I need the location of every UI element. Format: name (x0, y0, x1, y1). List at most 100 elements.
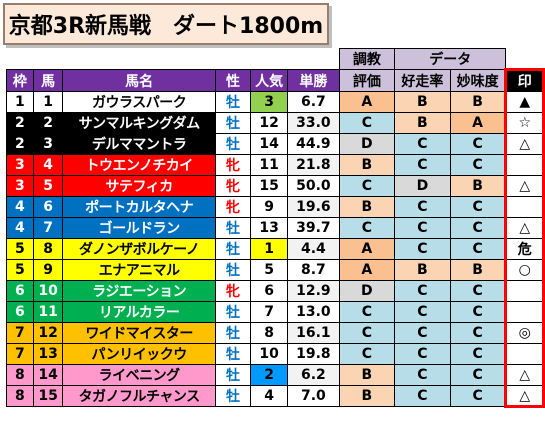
horse-name-cell: サンマルキングダム (62, 112, 216, 134)
odds-cell: 8.7 (287, 259, 340, 281)
odds-cell: 7.0 (287, 385, 340, 407)
waku-cell: 1 (6, 91, 34, 113)
page-title: 京都3R新馬戦 ダート1800m (3, 3, 329, 45)
training-grade-cell: B (338, 385, 396, 407)
horse-name-cell: リアルカラー (62, 301, 216, 323)
sex-cell: 牝 (214, 154, 252, 176)
table-row: 5 8 ダノンザボルケーノ牡 1 4.4 A C C 危 (6, 238, 545, 260)
training-grade-cell: D (338, 280, 396, 302)
sex-cell: 牝 (214, 175, 252, 197)
popularity-cell: 14 (250, 133, 289, 155)
horse-name-cell: エナアニマル (62, 259, 216, 281)
popularity-cell: 13 (250, 217, 289, 239)
win-rate-grade-cell: B (394, 112, 451, 134)
horse-name-cell: ポートカルタヘナ (62, 196, 216, 218)
header-ninki: 人気 (250, 69, 289, 92)
mark-cell: ▲ (504, 91, 545, 113)
odds-cell: 6.7 (287, 91, 340, 113)
training-grade-cell: C (338, 322, 396, 344)
value-grade-cell: C (449, 364, 507, 386)
value-grade-cell: C (449, 322, 507, 344)
training-grade-cell: C (338, 175, 396, 197)
header-mark: 印 (504, 68, 545, 92)
horse-number-cell: 7 (32, 217, 64, 239)
header-spacer-right (505, 48, 544, 70)
mark-cell (504, 343, 545, 365)
win-rate-grade-cell: C (394, 217, 451, 239)
horse-name-cell: ゴールドラン (62, 217, 216, 239)
odds-cell: 21.8 (287, 154, 340, 176)
value-grade-cell: C (449, 343, 507, 365)
horse-name-cell: パンリイックウ (62, 343, 216, 365)
odds-cell: 33.0 (287, 112, 340, 134)
value-grade-cell: B (449, 91, 507, 113)
horse-name-cell: ワイドマイスター (62, 322, 216, 344)
header-tansho: 単勝 (287, 69, 340, 92)
waku-cell: 8 (6, 385, 34, 407)
training-grade-cell: C (338, 301, 396, 323)
horse-name-cell: ガウラスパーク (62, 91, 216, 113)
mark-cell: △ (504, 175, 545, 197)
horse-number-cell: 6 (32, 196, 64, 218)
popularity-cell: 15 (250, 175, 289, 197)
odds-cell: 39.7 (287, 217, 340, 239)
win-rate-grade-cell: C (394, 364, 451, 386)
popularity-cell: 3 (250, 91, 289, 113)
sex-cell: 牡 (214, 238, 252, 260)
horse-name-cell: トウエンノチカイ (62, 154, 216, 176)
popularity-cell: 11 (250, 154, 289, 176)
training-grade-cell: C (338, 217, 396, 239)
sex-cell: 牡 (214, 259, 252, 281)
table-row: 6 10 ラジエーション牝 6 12.9 D C C (6, 280, 545, 302)
horse-number-cell: 14 (32, 364, 64, 386)
horse-number-cell: 13 (32, 343, 64, 365)
popularity-cell: 7 (250, 301, 289, 323)
horse-name-cell: ラジエーション (62, 280, 216, 302)
mark-cell: 危 (504, 238, 545, 260)
popularity-cell: 8 (250, 322, 289, 344)
sex-cell: 牡 (214, 217, 252, 239)
table-row: 2 2 サンマルキングダム牡 12 33.0 C B A ☆ (6, 112, 545, 134)
training-grade-cell: C (338, 343, 396, 365)
waku-cell: 5 (6, 238, 34, 260)
horse-number-cell: 12 (32, 322, 64, 344)
sex-cell: 牡 (214, 322, 252, 344)
horse-number-cell: 3 (32, 133, 64, 155)
popularity-cell: 2 (250, 364, 289, 386)
value-grade-cell: B (449, 259, 507, 281)
odds-cell: 16.1 (287, 322, 340, 344)
win-rate-grade-cell: B (394, 259, 451, 281)
value-grade-cell: C (449, 133, 507, 155)
mark-cell: △ (504, 217, 545, 239)
training-grade-cell: B (338, 364, 396, 386)
race-table: 調教 データ 枠 馬 馬名 性 人気 単勝 評価 好走率 妙味度 印 1 1 ガウラ… (6, 48, 545, 408)
win-rate-grade-cell: C (394, 322, 451, 344)
mark-cell: △ (504, 364, 545, 386)
horse-number-cell: 10 (32, 280, 64, 302)
header-sex: 性 (214, 69, 252, 92)
horse-number-cell: 2 (32, 112, 64, 134)
value-grade-cell: C (449, 238, 507, 260)
mark-cell (504, 196, 545, 218)
value-grade-cell: B (449, 175, 507, 197)
popularity-cell: 5 (250, 259, 289, 281)
win-rate-grade-cell: C (394, 154, 451, 176)
sex-cell: 牝 (214, 280, 252, 302)
waku-cell: 6 (6, 301, 34, 323)
waku-cell: 6 (6, 280, 34, 302)
waku-cell: 2 (6, 133, 34, 155)
win-rate-grade-cell: B (394, 91, 451, 113)
horse-number-cell: 4 (32, 154, 64, 176)
mark-cell: △ (504, 133, 545, 155)
header-waku: 枠 (6, 69, 34, 92)
header-chokyo-group: 調教 (338, 48, 396, 70)
odds-cell: 19.6 (287, 196, 340, 218)
popularity-cell: 4 (250, 385, 289, 407)
mark-cell: △ (504, 385, 545, 408)
table-row: 6 11 リアルカラー牡 7 13.0 C C C (6, 301, 545, 323)
win-rate-grade-cell: C (394, 238, 451, 260)
odds-cell: 6.2 (287, 364, 340, 386)
horse-name-cell: サテフィカ (62, 175, 216, 197)
value-grade-cell: C (449, 196, 507, 218)
horse-name-cell: ライベニング (62, 364, 216, 386)
